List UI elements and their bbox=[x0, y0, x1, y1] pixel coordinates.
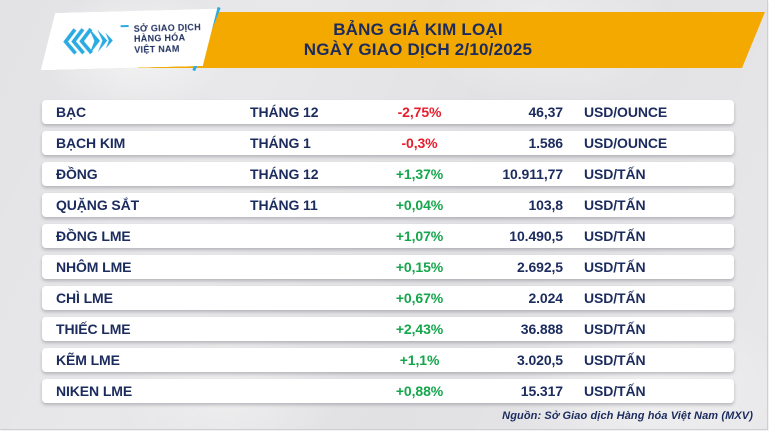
flyer-card: BẢNG GIÁ KIM LOẠI NGÀY GIAO DỊCH 2/10/20… bbox=[0, 0, 768, 430]
table-row: KẼM LME +1,1% 3.020,5 USD/TẤN bbox=[42, 348, 734, 372]
change-percent: +1,07% bbox=[395, 228, 444, 244]
table-row: NIKEN LME +0,88% 15.317 USD/TẤN bbox=[42, 379, 734, 403]
change-percent: +0,15% bbox=[395, 259, 444, 275]
price-value: 1.586 bbox=[528, 135, 563, 151]
price-unit: USD/TẤN bbox=[584, 383, 646, 399]
change-percent: +2,43% bbox=[395, 321, 444, 337]
price-table: BẠC THÁNG 12 -2,75% 46,37 USD/OUNCE BẠCH… bbox=[42, 100, 734, 403]
logo-tm-mark bbox=[121, 25, 129, 27]
price-value: 3.020,5 bbox=[516, 352, 563, 368]
price-value: 103,8 bbox=[528, 197, 563, 213]
price-unit: USD/TẤN bbox=[584, 197, 646, 213]
logo-text: SỞ GIAO DỊCH HÀNG HÓA VIỆT NAM bbox=[134, 22, 202, 55]
commodity-name: KẼM LME bbox=[56, 352, 120, 368]
mxv-logo-icon bbox=[60, 22, 117, 59]
change-percent: +0,88% bbox=[395, 383, 444, 399]
title-wrap: BẢNG GIÁ KIM LOẠI NGÀY GIAO DỊCH 2/10/20… bbox=[138, 20, 698, 61]
price-unit: USD/TẤN bbox=[584, 321, 646, 337]
price-value: 10.490,5 bbox=[509, 228, 563, 244]
contract-month: THÁNG 1 bbox=[250, 135, 311, 151]
price-value: 2.024 bbox=[528, 290, 563, 306]
contract-month: THÁNG 12 bbox=[250, 166, 319, 182]
commodity-name: NHÔM LME bbox=[56, 259, 132, 275]
table-row: NHÔM LME +0,15% 2.692,5 USD/TẤN bbox=[42, 255, 734, 279]
title-banner: BẢNG GIÁ KIM LOẠI NGÀY GIAO DỊCH 2/10/20… bbox=[138, 12, 765, 68]
commodity-name: BẠC bbox=[56, 104, 87, 120]
price-unit: USD/TẤN bbox=[584, 352, 646, 368]
commodity-name: ĐỒNG LME bbox=[56, 228, 131, 244]
change-percent: -2,75% bbox=[397, 104, 442, 120]
change-percent: -0,3% bbox=[401, 135, 438, 151]
price-value: 36.888 bbox=[520, 321, 563, 337]
table-row: THIẾC LME +2,43% 36.888 USD/TẤN bbox=[42, 317, 734, 341]
contract-month: THÁNG 11 bbox=[250, 197, 318, 213]
mxv-logo: SỞ GIAO DỊCH HÀNG HÓA VIỆT NAM bbox=[39, 9, 218, 71]
source-note: Nguồn: Sở Giao dịch Hàng hóa Việt Nam (M… bbox=[502, 410, 753, 422]
price-value: 10.911,77 bbox=[502, 166, 563, 182]
price-unit: USD/TẤN bbox=[584, 228, 646, 244]
change-percent: +1,37% bbox=[395, 166, 444, 182]
price-value: 46,37 bbox=[528, 104, 563, 120]
table-row: ĐỒNG LME +1,07% 10.490,5 USD/TẤN bbox=[42, 224, 734, 248]
contract-month: THÁNG 12 bbox=[250, 104, 319, 120]
price-unit: USD/OUNCE bbox=[584, 104, 668, 120]
change-percent: +1,1% bbox=[399, 352, 440, 368]
table-row: ĐỒNG THÁNG 12 +1,37% 10.911,77 USD/TẤN bbox=[42, 162, 734, 186]
price-value: 15.317 bbox=[520, 383, 563, 399]
price-unit: USD/OUNCE bbox=[584, 135, 668, 151]
trading-date: NGÀY GIAO DỊCH 2/10/2025 bbox=[303, 40, 533, 59]
price-unit: USD/TẤN bbox=[584, 290, 646, 306]
page-title: BẢNG GIÁ KIM LOẠI bbox=[333, 19, 503, 39]
table-row: CHÌ LME +0,67% 2.024 USD/TẤN bbox=[42, 286, 734, 310]
commodity-name: CHÌ LME bbox=[56, 290, 113, 306]
table-row: BẠCH KIM THÁNG 1 -0,3% 1.586 USD/OUNCE bbox=[42, 131, 734, 155]
change-percent: +0,67% bbox=[395, 290, 444, 306]
table-row: QUẶNG SẮT THÁNG 11 +0,04% 103,8 USD/TẤN bbox=[42, 193, 734, 217]
commodity-name: BẠCH KIM bbox=[56, 135, 126, 151]
commodity-name: ĐỒNG bbox=[56, 166, 98, 182]
table-row: BẠC THÁNG 12 -2,75% 46,37 USD/OUNCE bbox=[42, 100, 734, 124]
price-value: 2.692,5 bbox=[516, 259, 563, 275]
commodity-name: THIẾC LME bbox=[56, 321, 131, 337]
commodity-name: QUẶNG SẮT bbox=[56, 197, 140, 213]
price-unit: USD/TẤN bbox=[584, 166, 646, 182]
change-percent: +0,04% bbox=[395, 197, 444, 213]
price-unit: USD/TẤN bbox=[584, 259, 646, 275]
commodity-name: NIKEN LME bbox=[56, 383, 133, 399]
logo-line-3: VIỆT NAM bbox=[134, 43, 180, 55]
